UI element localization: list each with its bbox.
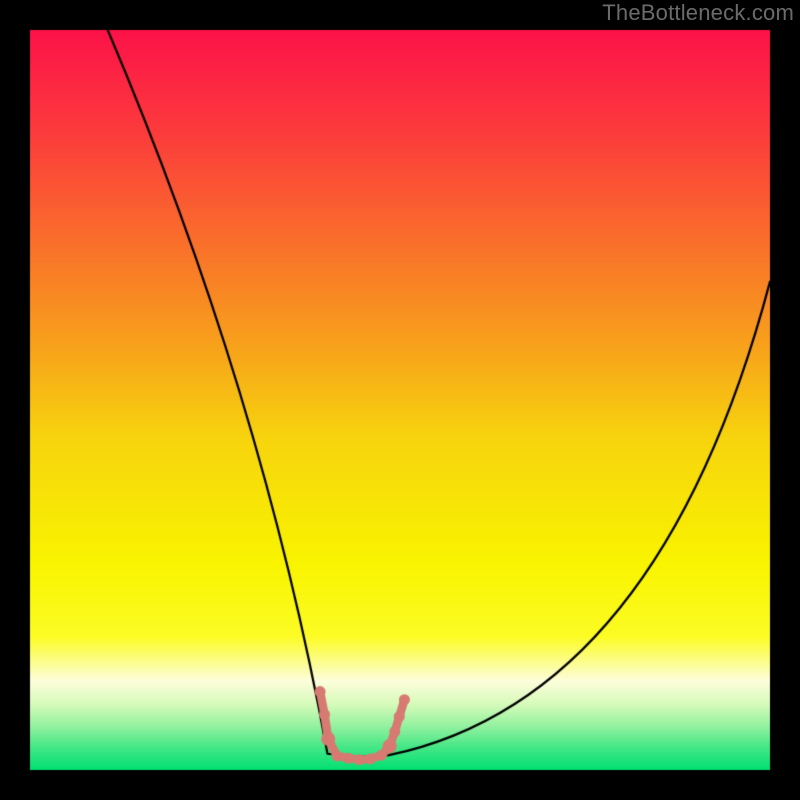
bottleneck-curve-chart (0, 0, 800, 800)
watermark-text: TheBottleneck.com (602, 0, 794, 26)
